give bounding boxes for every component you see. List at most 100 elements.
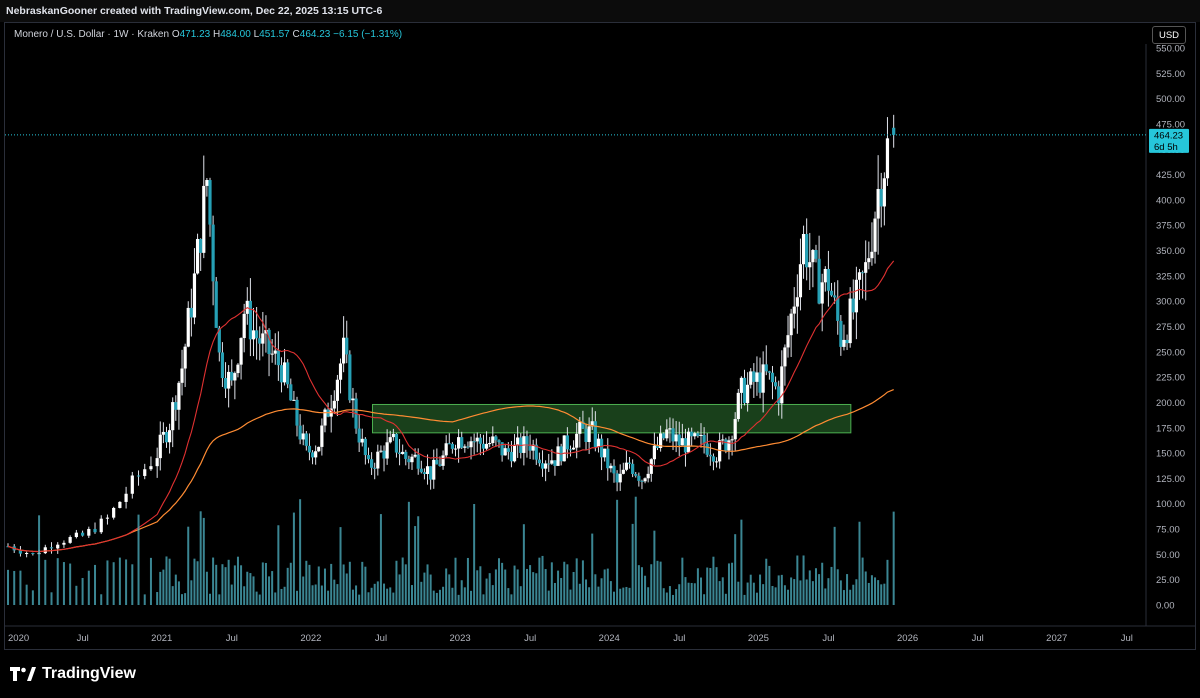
volume-bar <box>609 581 612 605</box>
volume-bar <box>423 572 426 605</box>
candle-body <box>279 365 284 383</box>
volume-bar <box>550 562 553 605</box>
volume-bar <box>289 562 292 605</box>
volume-bar <box>106 560 109 605</box>
volume-bar <box>414 526 417 605</box>
candle-body <box>183 346 187 369</box>
candle-body <box>690 431 694 437</box>
candle-body <box>192 273 197 318</box>
candle-body <box>105 517 110 519</box>
volume-bar <box>603 569 606 605</box>
candle-body <box>360 438 364 443</box>
currency-button[interactable]: USD <box>1152 26 1186 44</box>
volume-bar <box>355 585 358 605</box>
candle-body <box>525 436 529 447</box>
volume-bar <box>572 571 575 605</box>
candle-body <box>230 371 234 381</box>
candle-body <box>773 382 778 387</box>
candle-body <box>817 258 821 304</box>
volume-bar <box>842 590 845 605</box>
volume-bar <box>190 580 193 605</box>
candle-body <box>674 434 678 442</box>
candle-body <box>571 447 576 450</box>
volume-bar <box>793 579 796 605</box>
tradingview-logo-icon <box>10 667 36 681</box>
candle-body <box>466 446 470 448</box>
volume-bar <box>718 581 721 605</box>
candle-body <box>345 337 349 355</box>
volume-bar <box>622 587 625 605</box>
volume-bar <box>830 566 833 605</box>
candle-body <box>481 443 486 449</box>
candle-body <box>761 364 765 393</box>
volume-bar <box>370 587 373 605</box>
candle-body <box>826 268 831 291</box>
volume-bar <box>367 592 370 605</box>
candle-body <box>677 434 681 446</box>
volume-bar <box>740 519 743 605</box>
tradingview-logo[interactable]: TradingView <box>10 665 136 683</box>
candle-body <box>820 282 824 304</box>
volume-bar <box>255 591 258 605</box>
candle-body <box>255 330 259 339</box>
x-tick-label: 2027 <box>1046 633 1067 644</box>
y-tick-label: 350.00 <box>1156 246 1185 257</box>
candle-body <box>805 233 809 268</box>
volume-bar <box>181 594 184 605</box>
volume-bar <box>448 574 451 605</box>
volume-bar <box>721 577 724 605</box>
candle-body <box>342 337 346 364</box>
candle-body <box>425 466 430 475</box>
candle-body <box>845 339 849 344</box>
candle-body <box>112 507 116 518</box>
candle-body <box>733 419 737 440</box>
volume-bar <box>600 578 603 605</box>
candle-body <box>258 338 262 344</box>
candle-body <box>304 433 308 446</box>
candle-body <box>491 436 495 444</box>
y-tick-label: 400.00 <box>1156 195 1185 206</box>
candle-body <box>562 435 566 462</box>
candle-body <box>742 377 747 404</box>
y-tick-label: 0.00 <box>1156 601 1175 612</box>
candle-body <box>401 451 405 454</box>
volume-bar <box>575 558 578 605</box>
candle-body <box>609 465 613 469</box>
volume-bar <box>703 594 706 605</box>
chart-frame <box>4 22 1196 650</box>
candle-body <box>702 434 706 444</box>
candle-body <box>460 437 464 448</box>
candle-body <box>683 438 688 453</box>
candle-body <box>746 384 750 404</box>
volume-bar <box>44 559 47 605</box>
candle-body <box>161 431 165 435</box>
volume-bar <box>656 560 659 605</box>
volume-bar <box>233 565 236 605</box>
candle-body <box>659 433 663 448</box>
volume-bar <box>401 557 404 605</box>
volume-bar <box>814 568 817 605</box>
candle-body <box>397 452 402 454</box>
volume-bar <box>737 581 740 605</box>
volume-bar <box>118 557 121 605</box>
x-tick-label: 2021 <box>151 633 172 644</box>
candle-body <box>376 451 380 469</box>
x-tick-label: 2024 <box>599 633 620 644</box>
candle-body <box>488 443 492 445</box>
volume-bar <box>348 561 351 605</box>
volume-bar <box>62 562 65 605</box>
volume-bar <box>249 573 252 605</box>
volume-bar <box>877 580 880 605</box>
volume-bar <box>159 571 162 605</box>
candle-body <box>721 439 725 441</box>
volume-bar <box>731 562 734 605</box>
candle-body <box>752 371 756 382</box>
volume-bar <box>858 521 861 605</box>
candle-body <box>587 426 591 443</box>
candle-body <box>668 428 672 430</box>
volume-bar <box>597 586 600 605</box>
volume-bar <box>451 587 454 605</box>
volume-bar <box>662 588 665 605</box>
volume-bar <box>557 570 560 605</box>
